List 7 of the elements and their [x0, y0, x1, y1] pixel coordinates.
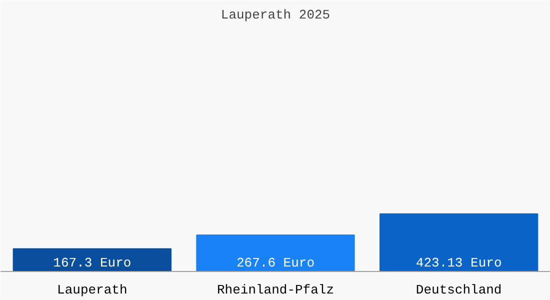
- x-tick-label: Deutschland: [416, 282, 502, 298]
- data-label: 423.13 Euro: [416, 256, 502, 270]
- x-tick-label: Rheinland-Pfalz: [216, 282, 334, 298]
- chart-title: Lauperath 2025: [220, 8, 330, 22]
- data-label: 267.6 Euro: [236, 256, 315, 270]
- x-tick-label: Lauperath: [57, 282, 128, 298]
- data-label: 167.3 Euro: [53, 256, 132, 270]
